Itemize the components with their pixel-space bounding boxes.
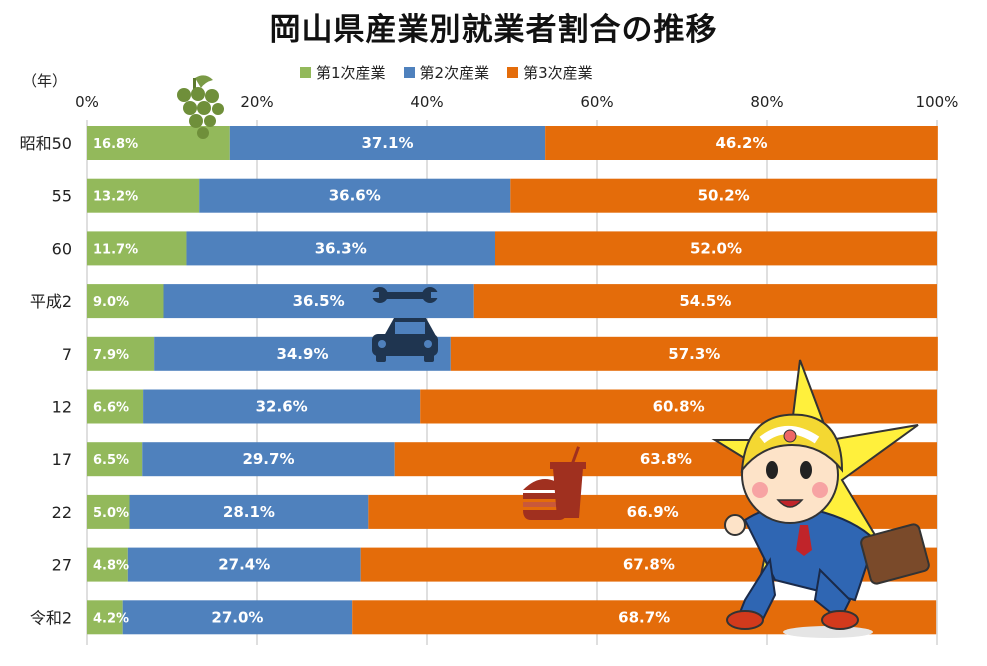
- legend-item-secondary: 第2次産業: [403, 62, 490, 83]
- data-label: 50.2%: [698, 187, 750, 205]
- x-tick-label: 0%: [75, 93, 99, 111]
- legend-item-primary: 第1次産業: [300, 62, 386, 83]
- y-tick-label: 55: [52, 187, 72, 206]
- y-tick-label: 17: [52, 450, 72, 469]
- data-label: 6.6%: [93, 401, 129, 416]
- y-tick-label: 22: [52, 503, 72, 522]
- bar-segment-2: [127, 547, 361, 582]
- bar-segment-2: [142, 442, 395, 477]
- data-label: 36.6%: [329, 187, 381, 205]
- car-icon: [372, 318, 438, 362]
- data-label: 27.4%: [218, 556, 270, 574]
- bar-segment-1: [87, 442, 143, 477]
- data-label: 16.8%: [93, 137, 138, 152]
- bar-segment-3: [420, 389, 937, 424]
- data-label: 4.8%: [93, 559, 129, 574]
- data-label: 4.2%: [93, 611, 129, 626]
- data-label: 67.8%: [623, 556, 675, 574]
- bar-segment-2: [186, 231, 495, 266]
- data-label: 66.9%: [627, 503, 679, 521]
- burger-drink-icon: [523, 446, 586, 520]
- chart-title: 岡山県産業別就業者割合の推移: [269, 12, 718, 48]
- bar-segment-1: [87, 600, 123, 635]
- x-tick-label: 20%: [240, 93, 273, 111]
- data-label: 9.0%: [93, 295, 129, 310]
- legend-swatch-tertiary: [507, 67, 519, 78]
- bar-segment-2: [199, 178, 511, 213]
- mascot-illustration: [711, 359, 930, 638]
- data-label: 34.9%: [276, 345, 328, 363]
- y-tick-label: 27: [52, 556, 72, 575]
- legend-swatch-secondary: [403, 67, 415, 78]
- data-label: 60.8%: [653, 398, 705, 416]
- y-axis-label: （年）: [22, 72, 68, 90]
- bar-segment-3: [450, 336, 938, 371]
- data-label: 6.5%: [93, 453, 129, 468]
- wrench-icon: [371, 287, 439, 303]
- bar-segment-3: [510, 178, 937, 213]
- bar-segment-2: [143, 389, 421, 424]
- data-label: 57.3%: [668, 345, 720, 363]
- bar-segment-2: [163, 284, 474, 319]
- data-label: 68.7%: [618, 608, 670, 626]
- data-label: 13.2%: [93, 190, 138, 205]
- bar-segment-2: [129, 494, 369, 529]
- bar-segment-3: [473, 284, 937, 319]
- y-tick-label: 令和2: [30, 608, 72, 627]
- legend-item-tertiary: 第3次産業: [507, 62, 593, 83]
- bar-segment-1: [87, 389, 144, 424]
- y-tick-label: 60: [52, 239, 72, 258]
- bar-segment-3: [495, 231, 937, 266]
- y-tick-label: 平成2: [30, 292, 72, 311]
- data-label: 5.0%: [93, 506, 129, 521]
- bar-segment-2: [229, 126, 546, 160]
- grape-icon: [177, 75, 224, 139]
- bar-segment-3: [545, 126, 938, 160]
- legend-label-tertiary: 第3次産業: [523, 64, 593, 82]
- legend: 第1次産業 第2次産業 第3次産業: [300, 62, 593, 83]
- y-tick-label: 7: [62, 345, 72, 364]
- legend-label-secondary: 第2次産業: [419, 64, 490, 82]
- x-tick-label: 80%: [750, 93, 783, 111]
- data-label: 28.1%: [223, 503, 275, 521]
- data-label: 36.3%: [315, 239, 367, 257]
- data-label: 29.7%: [242, 450, 294, 468]
- x-tick-label: 100%: [916, 93, 959, 111]
- x-tick-label: 40%: [410, 93, 443, 111]
- data-label: 63.8%: [640, 450, 692, 468]
- bar-segment-2: [122, 600, 353, 635]
- bar-segment-1: [87, 284, 164, 319]
- data-label: 32.6%: [256, 398, 308, 416]
- data-label: 46.2%: [715, 134, 767, 152]
- data-label: 52.0%: [690, 239, 742, 257]
- legend-label-primary: 第1次産業: [316, 64, 386, 82]
- bar-segment-1: [87, 231, 187, 266]
- data-label: 11.7%: [93, 242, 138, 257]
- data-label: 7.9%: [93, 348, 129, 363]
- bar-segment-1: [87, 547, 128, 582]
- y-tick-label: 昭和50: [20, 134, 72, 153]
- bar-segment-1: [87, 494, 130, 529]
- bar-segment-1: [87, 178, 200, 213]
- data-label: 27.0%: [211, 608, 263, 626]
- y-tick-label: 12: [52, 398, 72, 417]
- data-label: 36.5%: [293, 292, 345, 310]
- data-label: 37.1%: [361, 134, 413, 152]
- x-tick-label: 60%: [580, 93, 613, 111]
- legend-swatch-primary: [300, 67, 311, 78]
- data-label: 54.5%: [679, 292, 731, 310]
- bar-segment-1: [87, 336, 155, 371]
